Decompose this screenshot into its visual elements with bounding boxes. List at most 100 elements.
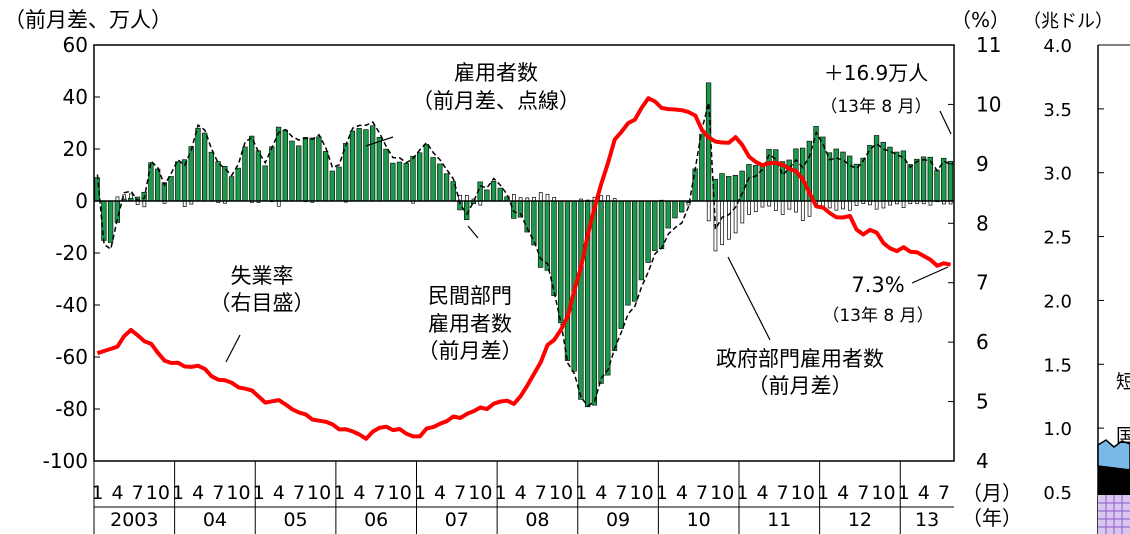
private-bar <box>558 200 564 324</box>
x-axis-month-label: 1 <box>494 482 506 504</box>
private-bar <box>168 176 174 202</box>
private-bar <box>275 126 282 202</box>
private-bar <box>894 151 900 202</box>
government-bar <box>142 200 147 208</box>
month-unit-label: （月） <box>962 481 1022 505</box>
x-axis-month-label: 1 <box>414 482 426 504</box>
private-bar <box>269 146 275 202</box>
annotation-private-3: （前月差） <box>418 339 523 363</box>
x-axis-year-label: 09 <box>606 509 630 531</box>
private-bar <box>860 157 866 202</box>
annotation-government-1: 政府部門雇用者数 <box>716 347 884 371</box>
x-axis-month-label: 4 <box>111 482 123 504</box>
private-bar <box>658 200 665 250</box>
private-bar <box>369 125 376 202</box>
left-axis-tick-label: 20 <box>63 137 88 161</box>
private-bar <box>712 178 718 202</box>
private-bar <box>632 200 638 302</box>
right-axis-tick-label: 4 <box>976 449 989 473</box>
side-axis-tick-label: 2.5 <box>1043 228 1072 249</box>
private-bar <box>880 141 886 202</box>
x-axis-month-label: 4 <box>434 482 446 504</box>
x-axis-month-label: 10 <box>307 482 331 504</box>
left-axis-tick-label: 0 <box>75 189 88 213</box>
x-axis-month-label: 7 <box>696 482 708 504</box>
government-bar <box>538 192 543 202</box>
private-bar <box>625 200 631 306</box>
private-bar <box>900 150 907 202</box>
x-axis-year-label: 06 <box>364 509 388 531</box>
government-bar <box>753 200 758 213</box>
government-bar <box>834 200 839 211</box>
private-bar <box>611 200 618 351</box>
x-axis-month-label: 4 <box>515 482 527 504</box>
private-bar <box>235 167 241 202</box>
private-bar <box>726 176 732 202</box>
x-axis-month-label: 7 <box>535 482 547 504</box>
government-bar <box>599 195 604 202</box>
left-axis-tick-label: -100 <box>43 449 88 473</box>
left-axis-tick-label: -80 <box>55 397 88 421</box>
right-axis-unit-label: （%） <box>951 8 1010 32</box>
x-axis-year-label: 10 <box>687 509 711 531</box>
private-bar <box>396 161 403 202</box>
side-panel-label-1: 短 <box>1116 371 1130 393</box>
private-bar <box>363 129 369 202</box>
government-bar <box>780 200 785 215</box>
private-bar <box>914 158 920 202</box>
private-bar <box>107 200 114 243</box>
private-bar <box>739 170 745 202</box>
private-bar <box>262 165 268 202</box>
x-axis-month-label: 4 <box>756 482 768 504</box>
right-axis-tick-label: 10 <box>976 92 1001 116</box>
private-bar <box>349 130 356 202</box>
x-axis-year-label: 2003 <box>110 509 158 531</box>
side-panel-chart: 4.0 3.5 3.0 2.5 2.0 1.5 1.0 0.5 <box>1043 36 1130 534</box>
private-bar <box>215 161 221 202</box>
private-bar <box>316 136 322 202</box>
private-bar <box>947 160 954 202</box>
side-axis-tick-label: 1.5 <box>1043 355 1072 376</box>
private-bar <box>752 165 759 202</box>
x-axis-month-label: 4 <box>192 482 204 504</box>
left-axis-unit-label: （前月差、万人） <box>4 8 172 32</box>
x-axis-month-label: 7 <box>777 482 789 504</box>
private-bar <box>920 156 927 202</box>
annotation-leader <box>365 136 394 147</box>
private-bar <box>759 163 765 202</box>
x-axis-month-label: 4 <box>353 482 365 504</box>
x-axis-month-label: 1 <box>736 482 748 504</box>
private-bar <box>302 137 309 202</box>
private-bar <box>672 200 678 219</box>
left-axis-tick-label: -60 <box>55 345 88 369</box>
right-axis-tick-label: 8 <box>976 211 989 235</box>
side-axis-tick-label: 1.0 <box>1043 419 1072 440</box>
private-bar <box>195 127 201 202</box>
annotation-latest-total-1: ＋16.9万人 <box>824 61 929 85</box>
private-bar <box>94 177 100 202</box>
private-bar <box>934 169 940 202</box>
x-axis-month-label: 7 <box>454 482 466 504</box>
annotation-leader <box>225 334 241 363</box>
government-bar <box>847 200 852 211</box>
government-bar <box>787 200 792 210</box>
private-bar <box>175 161 181 202</box>
x-axis-month-label: 10 <box>629 482 653 504</box>
private-bar <box>148 162 154 202</box>
annotation-total-employment-1: 雇用者数 <box>454 61 538 85</box>
private-bar <box>336 166 342 202</box>
private-bar <box>907 164 913 202</box>
government-bar <box>182 200 187 207</box>
government-bar <box>841 200 845 210</box>
government-bar <box>727 200 731 240</box>
total-employment-line <box>96 102 951 407</box>
private-bar <box>887 146 893 202</box>
x-axis-month-label: 10 <box>791 482 815 504</box>
annotation-latest-unemployment-1: 7.3% <box>851 273 904 297</box>
x-axis-month-label: 1 <box>172 482 184 504</box>
annotation-latest-unemployment-2: （13年 8 月） <box>822 306 933 326</box>
chart-labels: （前月差、万人） （%） （兆ドル） 雇用者数 （前月差、点線） ＋16.9万人… <box>4 8 1130 530</box>
government-bar <box>807 200 812 217</box>
